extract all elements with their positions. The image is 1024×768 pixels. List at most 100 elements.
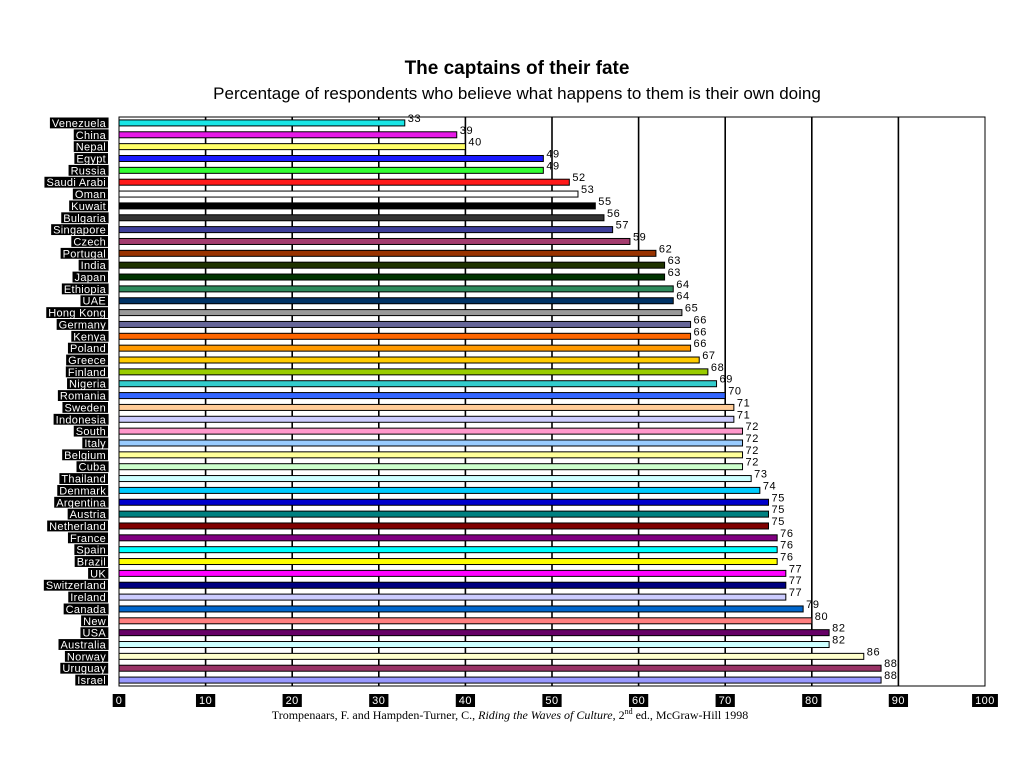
bar <box>118 652 865 660</box>
category-label: Brazil <box>77 557 106 569</box>
bar-value-label: 76 <box>780 552 793 564</box>
x-tick-label-bg <box>628 694 649 707</box>
category-label: Japan <box>75 272 106 284</box>
category-label-bg <box>73 129 109 141</box>
gridlines <box>204 117 900 686</box>
category-label-bg <box>49 117 109 129</box>
category-label-bg <box>88 567 109 579</box>
bar <box>118 498 769 506</box>
category-label-bg <box>64 650 109 662</box>
category-label-bg <box>80 627 109 639</box>
category-label-bg <box>67 342 108 354</box>
bar-value-label: 64 <box>676 291 689 303</box>
bar <box>118 226 614 234</box>
category-label: Germany <box>59 319 107 331</box>
bar-value-label: 75 <box>772 516 785 528</box>
category-label: Nepal <box>76 142 106 154</box>
bar <box>118 522 769 530</box>
source-publisher: ed., McGraw-Hill 1998 <box>632 708 749 722</box>
category-label-bg <box>80 295 108 307</box>
category-label: Argentina <box>56 497 106 509</box>
bar-value-label: 49 <box>546 148 559 160</box>
bar <box>118 249 657 257</box>
bar-value-label: 56 <box>607 208 620 220</box>
category-label-bg <box>76 461 109 473</box>
bar <box>118 237 631 245</box>
category-label-bg <box>81 615 108 627</box>
x-tick-label-bg <box>802 694 822 707</box>
bar <box>118 392 726 400</box>
bar-value-label: 72 <box>746 445 759 457</box>
category-label-bg <box>73 425 108 437</box>
category-label: UAE <box>82 296 106 308</box>
category-label-bg <box>60 662 109 674</box>
category-label-bg <box>75 674 108 686</box>
source-book-title: Riding the Waves of Culture <box>478 708 613 722</box>
category-label: Austria <box>70 509 107 521</box>
bar-value-label: 63 <box>668 267 681 279</box>
category-label-bg <box>78 259 109 271</box>
bar-value-label: 75 <box>772 492 785 504</box>
category-label: Ireland <box>70 592 106 604</box>
bar-value-label: 67 <box>702 350 715 362</box>
category-label-bg <box>66 354 108 366</box>
bar <box>118 297 674 305</box>
category-label: Bulgaria <box>63 213 106 225</box>
bar-value-label: 69 <box>720 374 733 386</box>
source-edition-suffix: nd <box>624 707 633 716</box>
category-label-bg <box>72 188 108 200</box>
bar-value-label: 88 <box>884 670 897 682</box>
bar <box>118 617 813 625</box>
bar-value-label: 82 <box>832 623 845 635</box>
bar-value-label: 72 <box>746 433 759 445</box>
bar <box>118 605 804 613</box>
bar-value-label: 70 <box>728 386 741 398</box>
bar <box>118 569 787 577</box>
category-label: Switzerland <box>46 580 106 592</box>
category-label-bg <box>74 544 108 556</box>
category-label: Kenya <box>73 331 106 343</box>
bar <box>118 143 466 151</box>
bar-value-label: 33 <box>408 113 421 125</box>
bar-value-label: 65 <box>685 303 698 315</box>
bar-value-label: 88 <box>884 658 897 670</box>
category-label-bg <box>67 378 109 390</box>
category-label: UK <box>90 568 106 580</box>
bar-value-label: 75 <box>772 504 785 516</box>
category-label: China <box>76 130 107 142</box>
category-label-bg <box>60 247 108 259</box>
x-tick-label-bg <box>195 694 216 707</box>
bars <box>118 119 882 684</box>
bar <box>118 368 709 376</box>
category-label: India <box>81 260 107 272</box>
bar <box>118 403 735 411</box>
bar <box>118 581 787 589</box>
category-label-bg <box>67 532 108 544</box>
bar <box>118 475 752 483</box>
bar <box>118 463 744 471</box>
category-label-bg <box>74 556 108 567</box>
chart-title: The captains of their fate <box>404 58 630 79</box>
bar <box>118 676 882 684</box>
bar <box>118 214 605 222</box>
plot-frame <box>118 116 986 687</box>
bar-value-label: 76 <box>780 528 793 540</box>
category-label-bg <box>68 164 109 176</box>
category-label-bg <box>44 176 108 188</box>
x-tick-label-bg <box>972 694 998 707</box>
category-label: Canada <box>66 604 107 616</box>
bar-value-label: 66 <box>694 314 707 326</box>
category-label: Indonesia <box>56 414 107 426</box>
category-label: Spain <box>76 545 106 557</box>
category-label: Hong Kong <box>48 308 106 320</box>
category-label-bg <box>62 402 108 413</box>
category-label: South <box>76 426 106 438</box>
bar <box>118 119 406 127</box>
category-label-bg <box>59 473 108 484</box>
bar-value-label: 39 <box>460 125 473 137</box>
x-tick-label-bg <box>715 694 735 707</box>
bar <box>118 439 744 447</box>
bar <box>118 546 778 554</box>
category-label-bg <box>53 413 109 425</box>
